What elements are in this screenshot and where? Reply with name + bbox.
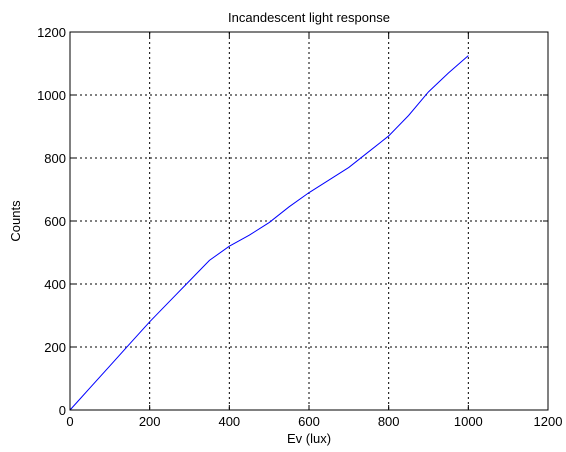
x-tick-label: 800	[378, 414, 400, 429]
chart-title: Incandescent light response	[228, 10, 390, 25]
y-axis-label: Counts	[8, 200, 23, 242]
axis-ticks	[69, 31, 549, 411]
y-tick-label: 1200	[37, 25, 66, 40]
x-tick-label: 400	[218, 414, 240, 429]
tick-labels: 0 200 400 600 800 1000 1200 0 200 400 600 800 1000 12…	[37, 25, 562, 429]
y-tick-label: 800	[44, 151, 66, 166]
grid-lines	[70, 32, 548, 410]
y-tick-label: 400	[44, 277, 66, 292]
y-tick-label: 600	[44, 214, 66, 229]
y-tick-label: 200	[44, 340, 66, 355]
series-line	[69, 55, 469, 411]
x-tick-label: 1000	[454, 414, 483, 429]
y-tick-label: 1000	[37, 88, 66, 103]
x-tick-label: 600	[298, 414, 320, 429]
data-series	[69, 55, 469, 411]
y-tick-label: 0	[59, 403, 66, 418]
x-tick-label: 1200	[534, 414, 563, 429]
x-tick-label: 200	[139, 414, 161, 429]
x-axis-label: Ev (lux)	[287, 431, 331, 446]
x-tick-label: 0	[66, 414, 73, 429]
